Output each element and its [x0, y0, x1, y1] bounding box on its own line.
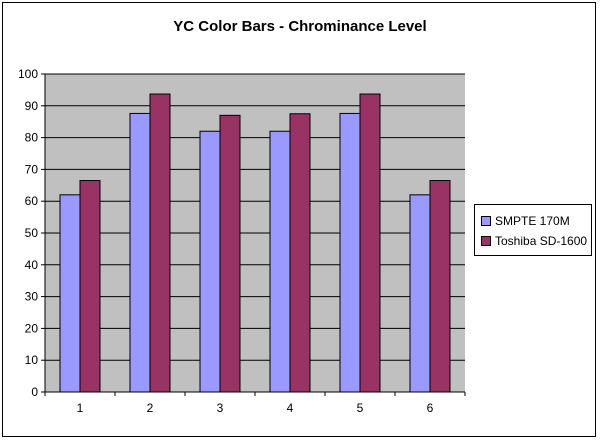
legend-label: Toshiba SD-1600: [495, 234, 588, 248]
x-tick-label: 5: [357, 401, 364, 415]
x-tick-label: 2: [147, 401, 154, 415]
x-tick-label: 3: [217, 401, 224, 415]
y-tick-label: 10: [25, 353, 39, 367]
y-tick-label: 90: [25, 99, 39, 113]
y-tick-label: 50: [25, 226, 39, 240]
bar-1-5: [339, 112, 361, 393]
x-axis-ticks: 1 2 3 4 5 6: [44, 392, 466, 415]
y-tick-label: 20: [25, 321, 39, 335]
bars: [59, 93, 451, 393]
legend-label: SMPTE 170M: [495, 214, 570, 228]
bar-1-4: [269, 130, 291, 393]
legend: SMPTE 170M Toshiba SD-1600: [474, 204, 592, 256]
bar-1-2: [129, 112, 151, 393]
legend-item-series-1: SMPTE 170M: [481, 213, 570, 229]
y-axis-ticks: 0 10 20 30 40 50 60 70 80 90 100: [18, 67, 45, 399]
bar-2-6: [429, 180, 451, 393]
y-tick-label: 70: [25, 162, 39, 176]
bar-1-6: [409, 194, 431, 393]
bar-1-1: [59, 194, 81, 393]
bar-2-2: [149, 93, 171, 393]
x-tick-label: 1: [77, 401, 84, 415]
chart-title: YC Color Bars - Chrominance Level: [173, 18, 427, 35]
bar-2-4: [289, 113, 311, 393]
bar-1-3: [199, 130, 221, 393]
legend-swatch: [481, 215, 491, 226]
y-tick-label: 0: [31, 385, 38, 399]
x-tick-label: 4: [287, 401, 294, 415]
y-tick-label: 100: [18, 67, 38, 81]
y-tick-label: 60: [25, 194, 39, 208]
y-tick-label: 30: [25, 290, 39, 304]
bar-2-1: [79, 180, 101, 393]
y-tick-label: 40: [25, 258, 39, 272]
gridlines: [45, 73, 465, 361]
x-tick-label: 6: [427, 401, 434, 415]
legend-item-series-2: Toshiba SD-1600: [481, 233, 587, 249]
y-tick-label: 80: [25, 131, 39, 145]
bar-2-3: [219, 114, 241, 393]
bar-2-5: [359, 93, 381, 393]
legend-swatch: [481, 235, 491, 246]
